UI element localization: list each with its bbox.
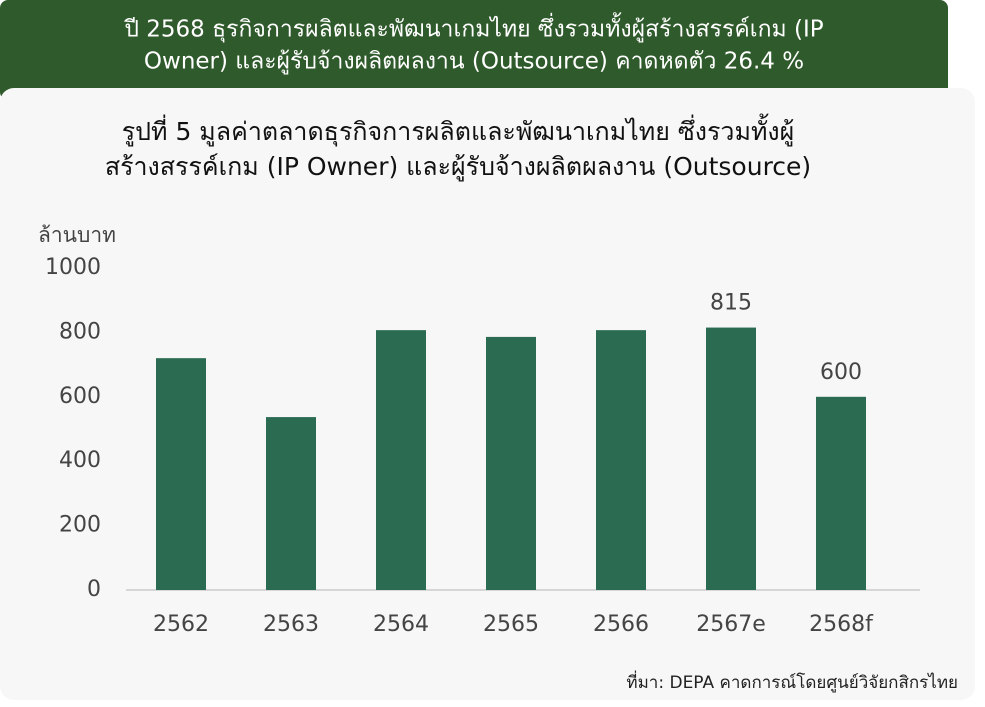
x-tick-label: 2563 xyxy=(263,612,319,637)
chart-title: รูปที่ 5 มูลค่าตลาดธุรกิจการผลิตและพัฒนา… xyxy=(122,113,795,147)
bar xyxy=(816,396,866,590)
source-note: ที่มา: DEPA คาดการณ์โดยศูนย์วิจัยกสิกรไท… xyxy=(626,670,958,693)
chart-title: สร้างสรรค์เกม (IP Owner) และผู้รับจ้างผล… xyxy=(105,152,811,182)
bar xyxy=(156,358,206,590)
header-line: ปี 2568 ธุรกิจการผลิตและพัฒนาเกมไทย ซึ่ง… xyxy=(124,13,824,43)
y-tick-label: 800 xyxy=(59,319,101,344)
header-banner xyxy=(0,0,948,100)
header-line: Owner) และผู้รับจ้างผลิตผลงาน (Outsource… xyxy=(144,49,804,75)
value-label: 600 xyxy=(820,360,862,385)
x-tick-label: 2566 xyxy=(593,612,649,637)
bar xyxy=(266,417,316,590)
bar xyxy=(376,330,426,590)
y-tick-label: 200 xyxy=(59,513,101,538)
x-tick-label: 2565 xyxy=(483,612,539,637)
bar xyxy=(486,336,536,590)
bar xyxy=(706,327,756,590)
y-tick-label: 600 xyxy=(59,384,101,409)
x-tick-label: 2567e xyxy=(696,612,766,637)
x-tick-label: 2568f xyxy=(809,612,874,637)
x-tick-label: 2562 xyxy=(153,612,209,637)
value-label: 815 xyxy=(710,291,752,316)
y-tick-label: 1000 xyxy=(45,255,101,280)
y-axis-label: ล้านบาท xyxy=(38,223,116,247)
bar xyxy=(596,330,646,590)
y-tick-label: 400 xyxy=(59,448,101,473)
x-tick-label: 2564 xyxy=(373,612,429,637)
y-tick-label: 0 xyxy=(87,577,101,602)
